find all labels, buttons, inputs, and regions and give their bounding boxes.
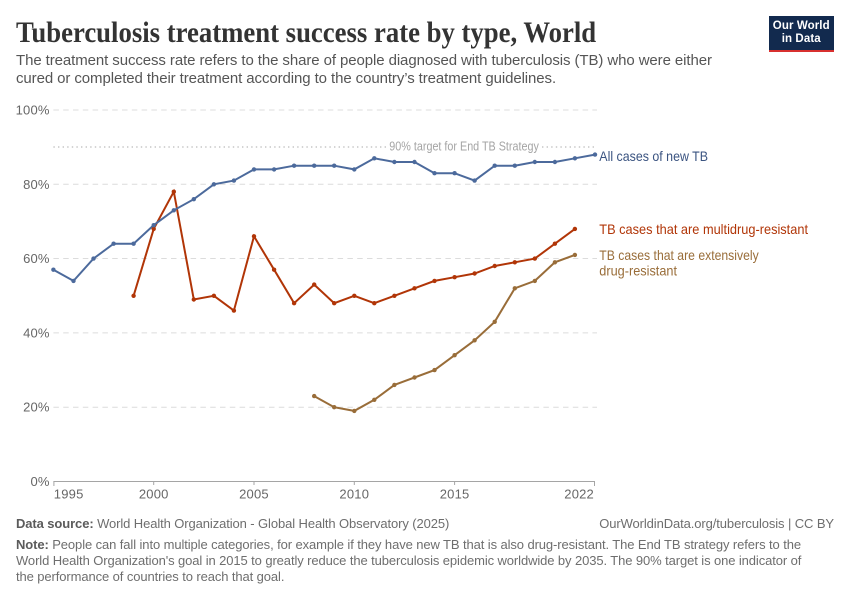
svg-text:drug-resistant: drug-resistant — [599, 262, 677, 278]
svg-text:2022: 2022 — [564, 487, 594, 502]
svg-text:80%: 80% — [23, 177, 50, 192]
svg-text:2005: 2005 — [239, 487, 269, 502]
svg-text:TB cases that are multidrug-re: TB cases that are multidrug-resistant — [599, 221, 808, 237]
svg-text:All cases of new TB: All cases of new TB — [599, 148, 708, 164]
svg-text:2010: 2010 — [339, 487, 369, 502]
svg-text:0%: 0% — [30, 474, 49, 489]
svg-text:20%: 20% — [23, 400, 50, 415]
svg-text:2015: 2015 — [440, 487, 470, 502]
svg-text:40%: 40% — [23, 325, 50, 340]
svg-text:TB cases that are extensively: TB cases that are extensively — [599, 247, 758, 263]
svg-text:1995: 1995 — [54, 487, 84, 502]
svg-text:2000: 2000 — [139, 487, 169, 502]
svg-text:90% target for End TB Strategy: 90% target for End TB Strategy — [389, 140, 539, 154]
svg-text:100%: 100% — [16, 103, 50, 118]
svg-text:60%: 60% — [23, 251, 50, 266]
